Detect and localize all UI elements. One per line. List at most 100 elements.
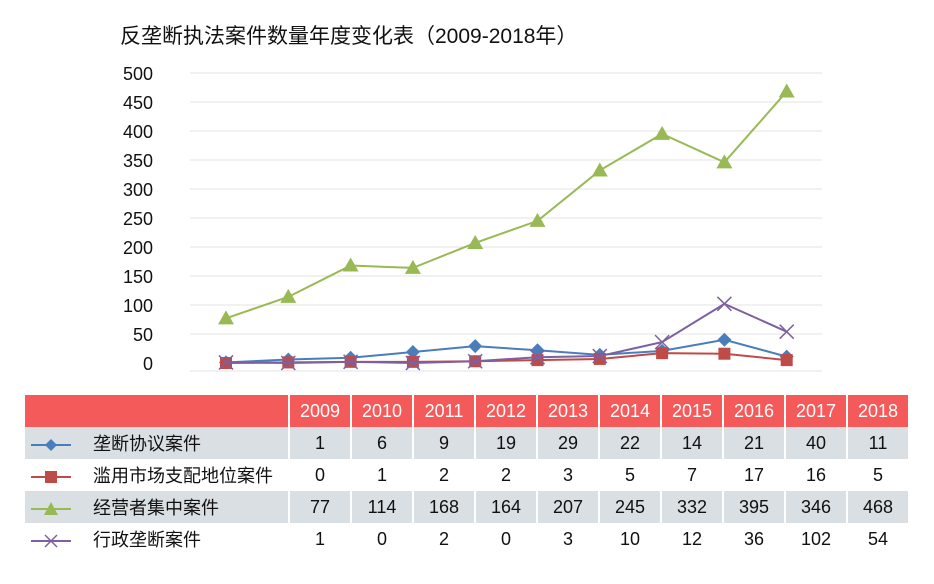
- year-header: 2013: [537, 395, 600, 427]
- table-cell: 1: [289, 523, 352, 555]
- x-marker: [467, 353, 483, 369]
- x-marker: [592, 348, 608, 364]
- triangle-marker: [467, 234, 484, 249]
- table-cell: 11: [847, 427, 910, 459]
- table-cell: 9: [413, 427, 476, 459]
- series-line: [225, 338, 787, 364]
- year-header: 2009: [289, 395, 352, 427]
- table-cell: 40: [785, 427, 848, 459]
- table-cell: 346: [785, 491, 848, 523]
- square-marker: [531, 354, 544, 367]
- table-cell: 2: [413, 523, 476, 555]
- table-cell: 168: [413, 491, 476, 523]
- x-marker: [218, 354, 234, 370]
- table-cell: 19: [475, 427, 538, 459]
- year-header: 2010: [351, 395, 414, 427]
- y-tick-label: 300: [123, 180, 153, 200]
- table-cell: 395: [723, 491, 786, 523]
- table-cell: 14: [661, 427, 724, 459]
- year-header: 2016: [723, 395, 786, 427]
- table-cell: 16: [785, 459, 848, 491]
- table-cell: 5: [847, 459, 910, 491]
- diamond-marker: [405, 344, 420, 359]
- table-cell: 164: [475, 491, 538, 523]
- table-cell: 207: [537, 491, 600, 523]
- y-tick-label: 150: [123, 267, 153, 287]
- y-tick-label: 250: [123, 209, 153, 229]
- table-row: 经营者集中案件 77 114 168 164 207 245 332 395 346 468: [25, 491, 910, 523]
- series-name: 经营者集中案件: [93, 498, 219, 518]
- y-tick-label: 50: [133, 325, 153, 345]
- x-marker: [779, 324, 795, 340]
- series-line: [225, 302, 788, 365]
- table-cell: 3: [537, 459, 600, 491]
- year-header: 2017: [785, 395, 848, 427]
- triangle-marker: [280, 288, 297, 303]
- legend-key-icon: [31, 502, 71, 516]
- table-cell: 0: [475, 523, 538, 555]
- triangle-marker: [591, 162, 608, 177]
- series-name: 滥用市场支配地位案件: [93, 466, 273, 486]
- table-cell: 36: [723, 523, 786, 555]
- triangle-marker: [778, 83, 795, 98]
- table-cell: 29: [537, 427, 600, 459]
- table-row: 垄断协议案件 1 6 9 19 29 22 14 21 40 11: [25, 427, 910, 459]
- table-cell: 0: [351, 523, 414, 555]
- table-cell: 21: [723, 427, 786, 459]
- table-cell: 114: [351, 491, 414, 523]
- table-cell: 2: [475, 459, 538, 491]
- x-marker: [280, 355, 296, 371]
- table-row: 行政垄断案件 1 0 2 0 3 10 12 36 102 54: [25, 523, 910, 555]
- table-cell: 245: [599, 491, 662, 523]
- table-cell: 22: [599, 427, 662, 459]
- year-header: 2011: [413, 395, 476, 427]
- table-cell: 17: [723, 459, 786, 491]
- y-tick-label: 400: [123, 122, 153, 142]
- legend-key-icon: [31, 534, 71, 548]
- year-header: 2018: [847, 395, 910, 427]
- y-tick-label: 0: [143, 354, 153, 374]
- table-cell: 5: [599, 459, 662, 491]
- table-cell: 12: [661, 523, 724, 555]
- year-header: 2012: [475, 395, 538, 427]
- triangle-marker: [404, 259, 421, 274]
- diamond-marker: [468, 339, 483, 354]
- x-marker: [716, 296, 732, 312]
- triangle-marker: [716, 154, 733, 169]
- table-cell: 7: [661, 459, 724, 491]
- table-cell: 1: [289, 427, 352, 459]
- table-cell: 1: [351, 459, 414, 491]
- table-cell: 468: [847, 491, 910, 523]
- series-name: 垄断协议案件: [93, 434, 201, 454]
- table-cell: 102: [785, 523, 848, 555]
- series-line: [225, 90, 788, 320]
- table-row: 滥用市场支配地位案件 0 1 2 2 3 5 7 17 16 5: [25, 459, 910, 491]
- y-tick-label: 200: [123, 238, 153, 258]
- x-marker: [405, 355, 421, 371]
- triangle-marker: [654, 125, 671, 140]
- triangle-marker: [529, 212, 546, 227]
- table-cell: 3: [537, 523, 600, 555]
- table-cell: 10: [599, 523, 662, 555]
- year-header: 2014: [599, 395, 662, 427]
- series-name: 行政垄断案件: [93, 530, 201, 550]
- square-marker: [718, 347, 731, 360]
- y-tick-label: 350: [123, 151, 153, 171]
- table-cell: 77: [289, 491, 352, 523]
- triangle-marker: [342, 257, 359, 272]
- y-tick-label: 500: [123, 64, 153, 84]
- data-table: 2009 2010 2011 2012 2013 2014 2015 2016 2017 2018…: [25, 395, 910, 555]
- x-marker: [343, 354, 359, 370]
- table-cell: 332: [661, 491, 724, 523]
- table-cell: 0: [289, 459, 352, 491]
- table-cell: 54: [847, 523, 910, 555]
- square-marker: [656, 347, 669, 360]
- square-marker: [780, 354, 793, 367]
- chart-title: 反垄断执法案件数量年度变化表（2009-2018年）: [120, 25, 578, 48]
- legend-key-icon: [31, 471, 71, 484]
- triangle-marker: [218, 310, 234, 325]
- y-tick-label: 450: [123, 93, 153, 113]
- diamond-marker: [717, 332, 732, 347]
- x-marker: [529, 349, 546, 365]
